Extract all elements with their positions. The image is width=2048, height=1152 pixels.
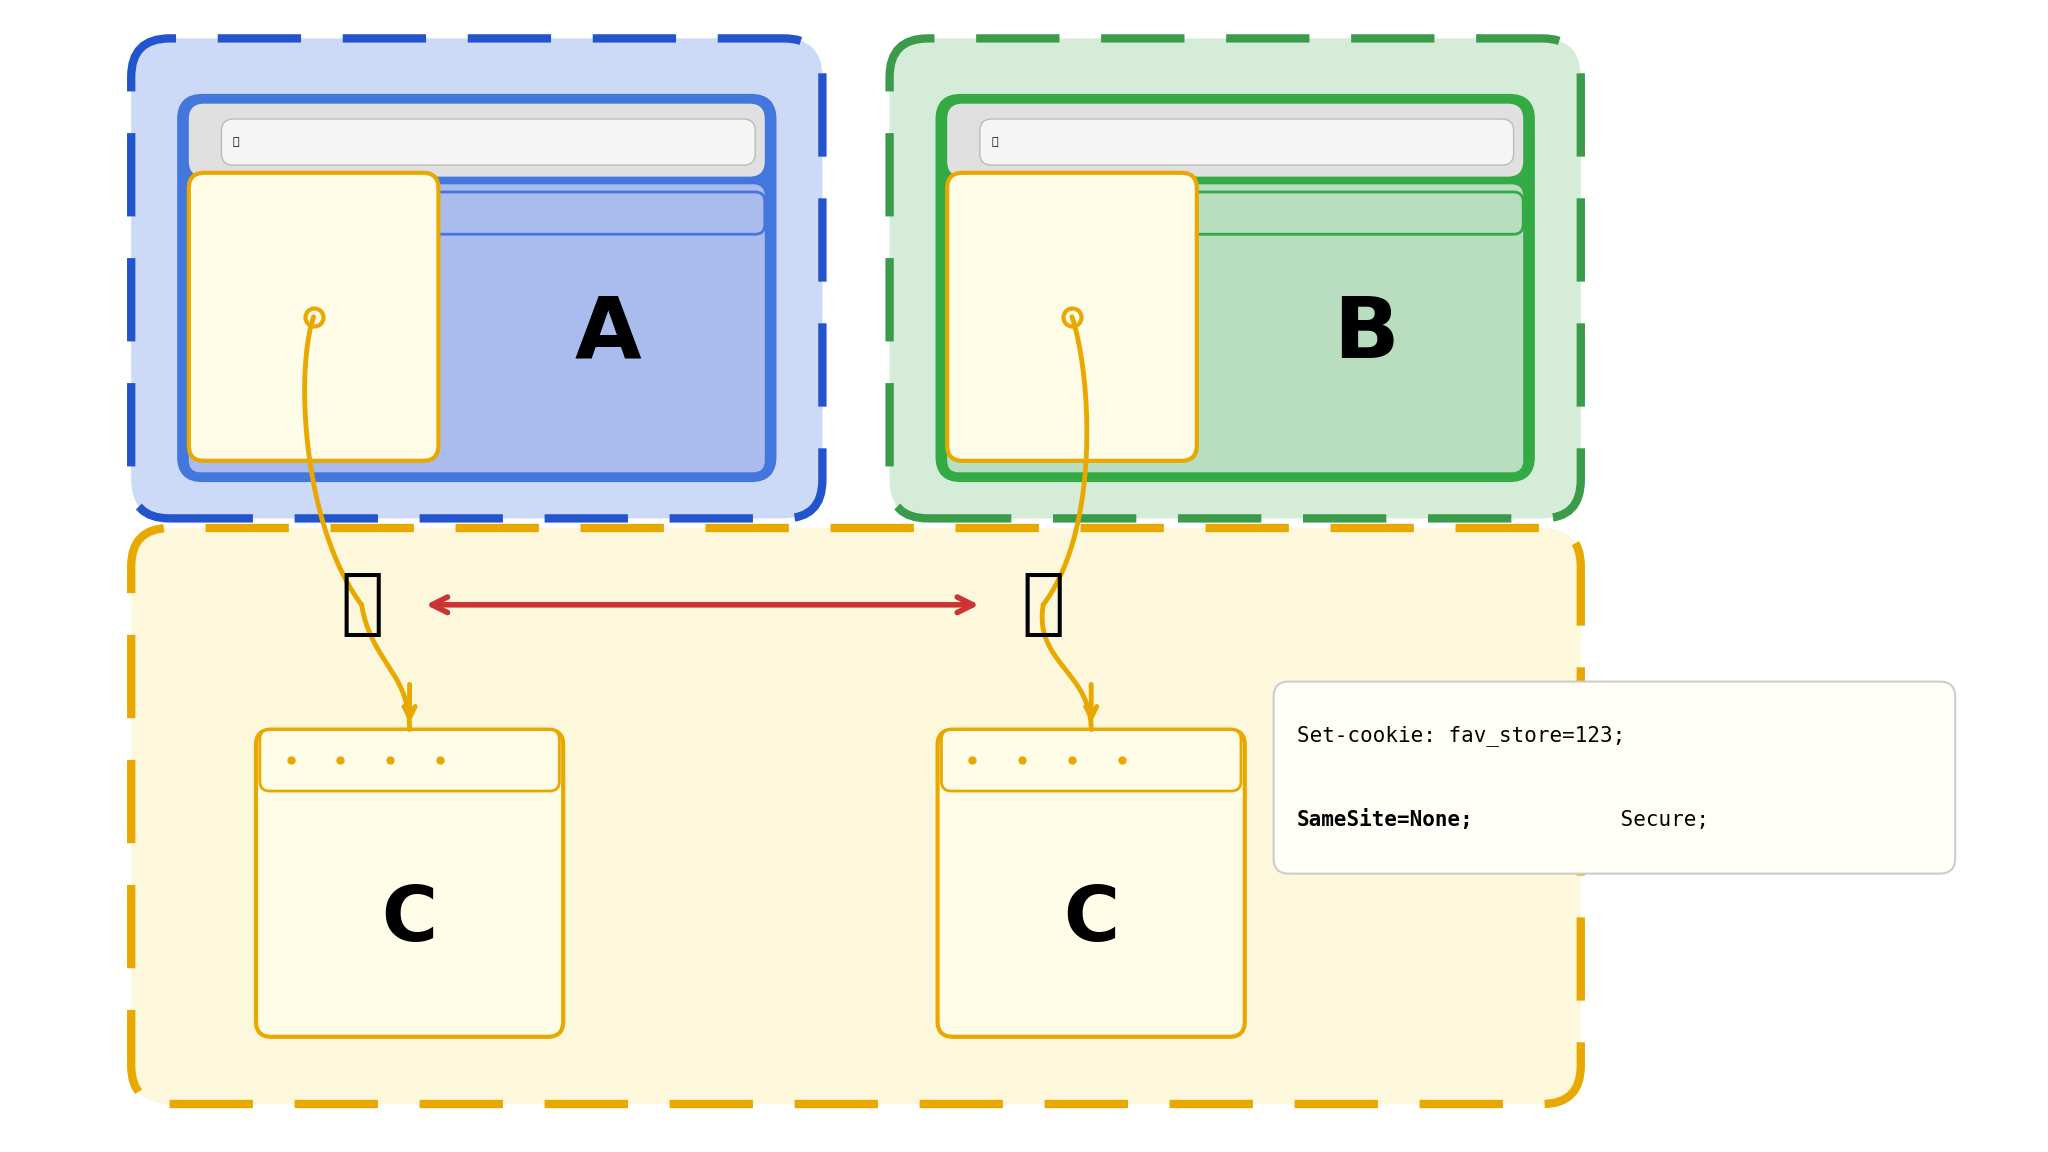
FancyBboxPatch shape [946, 173, 1196, 461]
Text: Set-cookie: fav_store=123;: Set-cookie: fav_store=123; [1296, 725, 1624, 745]
Text: Secure;: Secure; [1608, 810, 1708, 829]
Text: C: C [381, 884, 438, 957]
FancyBboxPatch shape [131, 38, 823, 518]
Text: 🔒: 🔒 [991, 137, 997, 147]
FancyBboxPatch shape [180, 96, 774, 480]
FancyBboxPatch shape [979, 119, 1513, 165]
Text: C: C [1063, 884, 1118, 957]
FancyBboxPatch shape [889, 38, 1581, 518]
FancyBboxPatch shape [1274, 682, 1956, 873]
Text: SameSite=None;: SameSite=None; [1296, 810, 1473, 831]
FancyBboxPatch shape [260, 729, 559, 791]
FancyBboxPatch shape [946, 104, 1524, 176]
FancyBboxPatch shape [188, 192, 764, 234]
FancyBboxPatch shape [942, 729, 1241, 791]
FancyBboxPatch shape [188, 104, 764, 176]
FancyBboxPatch shape [946, 192, 1524, 234]
Text: B: B [1333, 293, 1399, 376]
FancyBboxPatch shape [188, 184, 764, 472]
FancyBboxPatch shape [938, 96, 1532, 480]
FancyBboxPatch shape [938, 729, 1245, 1037]
FancyBboxPatch shape [946, 184, 1524, 472]
FancyBboxPatch shape [221, 119, 756, 165]
Text: 🔒: 🔒 [233, 137, 240, 147]
FancyBboxPatch shape [131, 528, 1581, 1104]
Text: 🍪: 🍪 [1022, 570, 1065, 639]
FancyBboxPatch shape [188, 173, 438, 461]
Text: 🍪: 🍪 [340, 570, 383, 639]
Text: A: A [573, 293, 641, 376]
FancyBboxPatch shape [256, 729, 563, 1037]
